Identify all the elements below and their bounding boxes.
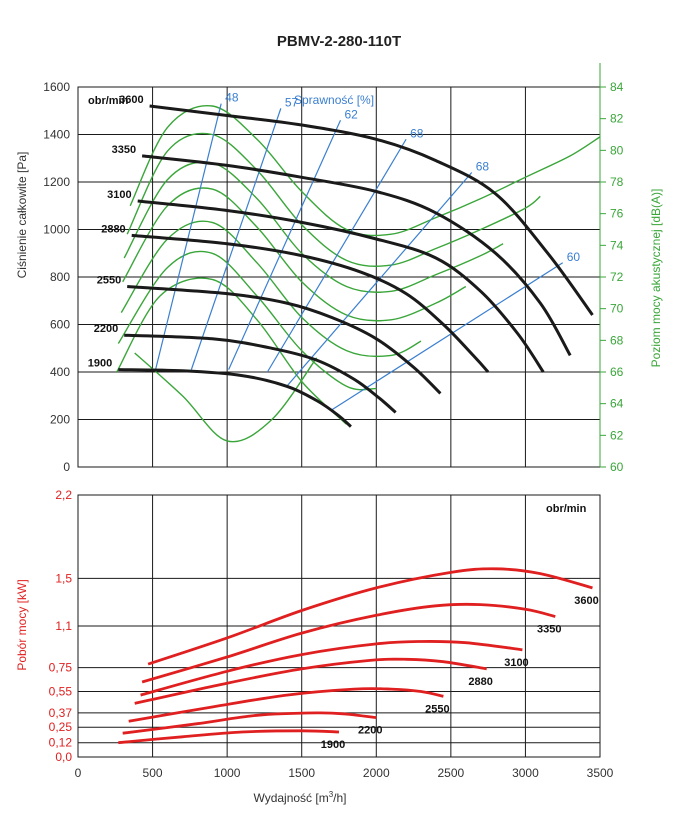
top-y-tick-1000: 1000: [43, 223, 70, 237]
power-curve-3600: [147, 567, 593, 666]
sound-curve-3350: [126, 132, 541, 267]
efficiency-header: Sprawność [%]: [294, 93, 374, 107]
power-curve-3350: [141, 602, 556, 684]
speed-curve-2880: [131, 233, 490, 373]
top-y2-tick-66: 66: [610, 365, 624, 379]
top-y-tick-200: 200: [50, 413, 70, 427]
sound-curve-2200: [117, 250, 377, 391]
sound-curve-2880: [122, 187, 467, 322]
speed-curve-3100: [137, 199, 545, 373]
bottom-speed-header: obr/min: [546, 503, 587, 515]
power-label-2880: 2880: [468, 676, 492, 688]
chart-title: PBMV-2-280-110T: [277, 33, 401, 50]
efficiency-label-1: 57: [285, 95, 299, 109]
x-tick-3500: 3500: [587, 766, 614, 780]
power-curve-2880: [134, 657, 487, 705]
sound-curve-3100: [123, 161, 504, 293]
top-y2-tick-62: 62: [610, 428, 624, 442]
x-axis-label-end: /h]: [333, 791, 346, 805]
top-y-tick-1400: 1400: [43, 128, 70, 142]
power-curve-1900: [118, 729, 340, 745]
bottom-y-tick-1,5: 1,5: [55, 571, 72, 585]
top-y2-tick-80: 80: [610, 143, 624, 157]
x-axis-label: Wydajność [m3/h]: [253, 790, 346, 805]
speed-curve-3350: [141, 154, 572, 357]
speed-label-2550: 2550: [97, 275, 121, 287]
x-tick-500: 500: [143, 766, 163, 780]
bottom-y-tick-0,25: 0,25: [49, 720, 73, 734]
efficiency-label-2: 62: [344, 107, 358, 121]
efficiency-line-2: [228, 120, 342, 370]
top-y2-tick-70: 70: [610, 302, 624, 316]
bottom-y-tick-0,0: 0,0: [55, 750, 72, 764]
sound-curve-1900: [116, 277, 347, 425]
bottom-y-tick-0,12: 0,12: [49, 736, 73, 750]
power-label-3350: 3350: [537, 623, 561, 635]
top-y2-tick-60: 60: [610, 460, 624, 474]
top-y2-tick-82: 82: [610, 112, 624, 126]
speed-label-3100: 3100: [107, 189, 131, 201]
speed-label-1900: 1900: [88, 358, 112, 370]
top-y-tick-800: 800: [50, 270, 70, 284]
top-y2-tick-68: 68: [610, 333, 624, 347]
top-y-tick-1200: 1200: [43, 175, 70, 189]
power-curve-2550: [128, 687, 444, 723]
top-y2-tick-84: 84: [610, 80, 624, 94]
power-curve-3100: [140, 640, 523, 697]
x-tick-0: 0: [75, 766, 82, 780]
top-y2-tick-74: 74: [610, 238, 624, 252]
power-label-3600: 3600: [574, 595, 598, 607]
power-curve-2200: [122, 711, 377, 735]
x-tick-2000: 2000: [363, 766, 390, 780]
bottom-y-axis-label: Pobór mocy [kW]: [15, 579, 29, 670]
efficiency-label-4: 68: [476, 160, 490, 174]
efficiency-line-0: [154, 103, 222, 370]
bottom-y-tick-0,55: 0,55: [49, 685, 73, 699]
top-y-tick-600: 600: [50, 318, 70, 332]
bottom-y-tick-2,2: 2,2: [55, 488, 72, 502]
efficiency-line-1: [190, 108, 282, 370]
speed-label-2200: 2200: [94, 323, 118, 335]
power-label-2550: 2550: [425, 703, 449, 715]
top-y-tick-1600: 1600: [43, 80, 70, 94]
speed-curve-1900: [118, 368, 352, 428]
sound-curve-3600: [129, 104, 601, 237]
top-y-tick-0: 0: [63, 460, 70, 474]
speed-curve-2200: [124, 333, 397, 414]
top-y2-tick-76: 76: [610, 207, 624, 221]
top-y-axis-label: Ciśnienie całkowite [Pa]: [15, 152, 29, 279]
bottom-y-tick-0,37: 0,37: [49, 706, 73, 720]
x-tick-1000: 1000: [214, 766, 241, 780]
top-y2-tick-78: 78: [610, 175, 624, 189]
bottom-y-tick-0,75: 0,75: [49, 661, 73, 675]
power-label-1900: 1900: [321, 739, 345, 751]
speed-curve-3600: [149, 104, 594, 316]
top-y2-tick-64: 64: [610, 397, 624, 411]
efficiency-line-5: [331, 262, 564, 411]
efficiency-label-5: 60: [567, 250, 581, 264]
top-speed-header: obr/min: [88, 95, 129, 107]
x-tick-3000: 3000: [512, 766, 539, 780]
sound-curve-1650: [134, 352, 318, 443]
x-axis-label-sup: 3: [329, 790, 334, 799]
top-y-tick-400: 400: [50, 365, 70, 379]
efficiency-label-3: 68: [410, 126, 424, 140]
speed-label-3350: 3350: [112, 144, 136, 156]
x-tick-2500: 2500: [438, 766, 465, 780]
x-axis-label-main: Wydajność [m: [253, 791, 328, 805]
speed-label-2880: 2880: [101, 223, 125, 235]
top-y2-tick-72: 72: [610, 270, 624, 284]
efficiency-label-0: 48: [225, 91, 239, 105]
bottom-y-tick-1,1: 1,1: [55, 619, 72, 633]
x-tick-1500: 1500: [288, 766, 315, 780]
power-label-3100: 3100: [504, 657, 528, 669]
top-y2-axis-label: Poziom mocy akustycznej [dB(A)]: [649, 189, 663, 368]
speed-curve-2550: [127, 285, 442, 395]
bottom-plot-frame: [77, 494, 601, 758]
efficiency-line-3: [266, 138, 407, 373]
power-label-2200: 2200: [358, 725, 382, 737]
speed-label-3600: 3600: [119, 94, 143, 106]
